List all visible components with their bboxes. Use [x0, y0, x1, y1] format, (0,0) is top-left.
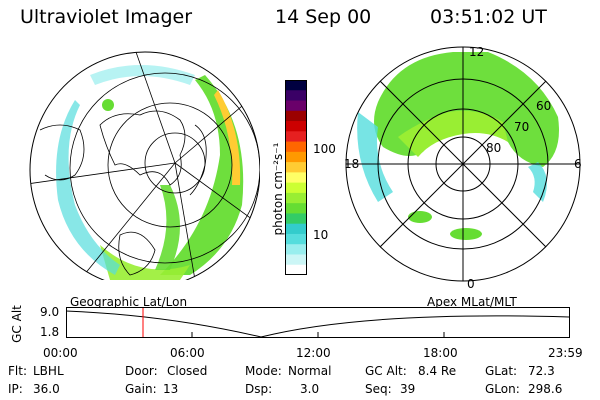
gain-value: 13 [163, 382, 179, 396]
colorbar-band [285, 264, 307, 275]
y-tick-1-8: 1.8 [40, 325, 60, 339]
auroral-oval-diffuse [357, 112, 393, 202]
colorbar-band [285, 131, 307, 143]
glat-value: 72.3 [528, 364, 555, 378]
colorbar-band [285, 233, 307, 245]
auroral-oval-diffuse [528, 162, 547, 202]
colorbar-frame [285, 80, 307, 275]
latitude-circle [107, 102, 233, 228]
aurora-diffuse-west [56, 100, 120, 275]
aurora-arc-east [160, 75, 244, 275]
x-tick-0000: 00:00 [43, 346, 78, 360]
colorbar-band [285, 192, 307, 204]
gc-alt-label: GC Alt: [365, 364, 407, 378]
meridian [79, 162, 176, 280]
meridian [30, 162, 176, 186]
mode-value: Normal [288, 364, 332, 378]
x-tick-1200: 12:00 [296, 346, 331, 360]
colorbar-unit-label: photon cm⁻²s⁻¹ [271, 142, 285, 236]
meridian [174, 162, 196, 280]
colorbar-band [285, 182, 307, 194]
intensity-colorbar [285, 80, 307, 275]
glon-label: GLon: [485, 382, 520, 396]
latitude-circle [144, 132, 206, 194]
aurora-patch [102, 99, 114, 111]
instrument-title: Ultraviolet Imager [20, 6, 193, 28]
colorbar-band [285, 244, 307, 255]
coastline [118, 231, 156, 276]
flt-label: Flt: [8, 364, 27, 378]
colorbar-band [285, 223, 307, 235]
x-tick-2359: 23:59 [548, 346, 583, 360]
altitude-curve [66, 310, 570, 338]
mode-label: Mode: [245, 364, 282, 378]
aurora-band-center [155, 185, 180, 270]
geographic-auroral-image [29, 51, 260, 280]
image-time: 03:51:02 UT [430, 6, 547, 28]
colorbar-band [285, 213, 307, 225]
colorbar-band [285, 203, 307, 214]
dsp-label: Dsp: [245, 382, 273, 396]
mlt-label-6: 6 [574, 157, 582, 171]
mlt-label-12: 12 [469, 45, 484, 59]
mlat-label-70: 70 [514, 120, 529, 134]
altitude-timeline [66, 307, 570, 338]
aurora-arc-east-bright [214, 90, 241, 185]
x-tick-1800: 18:00 [423, 346, 458, 360]
auroral-oval-inner [398, 110, 508, 157]
colorbar-band [285, 90, 307, 102]
colorbar-band [285, 172, 307, 184]
aurora-diffuse-north [90, 65, 195, 85]
mlat-label-60: 60 [536, 99, 551, 113]
colorbar-band [285, 100, 307, 112]
colorbar-band [285, 151, 307, 163]
y-tick-9: 9.0 [40, 305, 60, 319]
colorbar-band [285, 121, 307, 132]
altitude-axis-title: GC Alt [9, 305, 24, 343]
gain-label: Gain: [125, 382, 157, 396]
earth-limb [29, 51, 260, 280]
mlat-label-80: 80 [486, 141, 501, 155]
glat-label: GLat: [485, 364, 518, 378]
coastline [39, 124, 85, 181]
gc-alt-value: 8.4 Re [418, 364, 457, 378]
coastline [99, 110, 186, 186]
colorbar-tick-100: 100 [313, 142, 336, 156]
magnetic-polar-plot: 12 0 18 6 60 70 80 [344, 45, 582, 290]
door-label: Door: [125, 364, 158, 378]
colorbar-band [285, 80, 307, 91]
x-tick-0600: 06:00 [170, 346, 205, 360]
meridian [129, 52, 176, 164]
auroral-patch [450, 228, 482, 240]
colorbar-band [285, 254, 307, 266]
auroral-patch [408, 211, 432, 223]
aurora-arc-south [100, 245, 190, 280]
colorbar-band [285, 162, 307, 173]
seq-label: Seq: [365, 382, 392, 396]
apex-label: Apex MLat/MLT [427, 295, 517, 309]
dsp-value: 3.0 [300, 382, 320, 396]
mlt-label-0: 0 [467, 277, 475, 290]
latitude-circle [69, 72, 260, 264]
geographic-label: Geographic Lat/Lon [70, 295, 188, 309]
mlt-label-18: 18 [344, 157, 359, 171]
colorbar-band [285, 141, 307, 153]
glon-value: 298.6 [528, 382, 563, 396]
meridian [174, 162, 260, 226]
mlt-line [379, 80, 547, 248]
ip-label: IP: [8, 382, 23, 396]
seq-value: 39 [400, 382, 416, 396]
image-date: 14 Sep 00 [275, 6, 372, 28]
colorbar-band [285, 110, 307, 122]
door-value: Closed [167, 364, 208, 378]
colorbar-tick-10: 10 [313, 228, 329, 242]
ip-value: 36.0 [33, 382, 60, 396]
flt-value: LBHL [33, 364, 64, 378]
